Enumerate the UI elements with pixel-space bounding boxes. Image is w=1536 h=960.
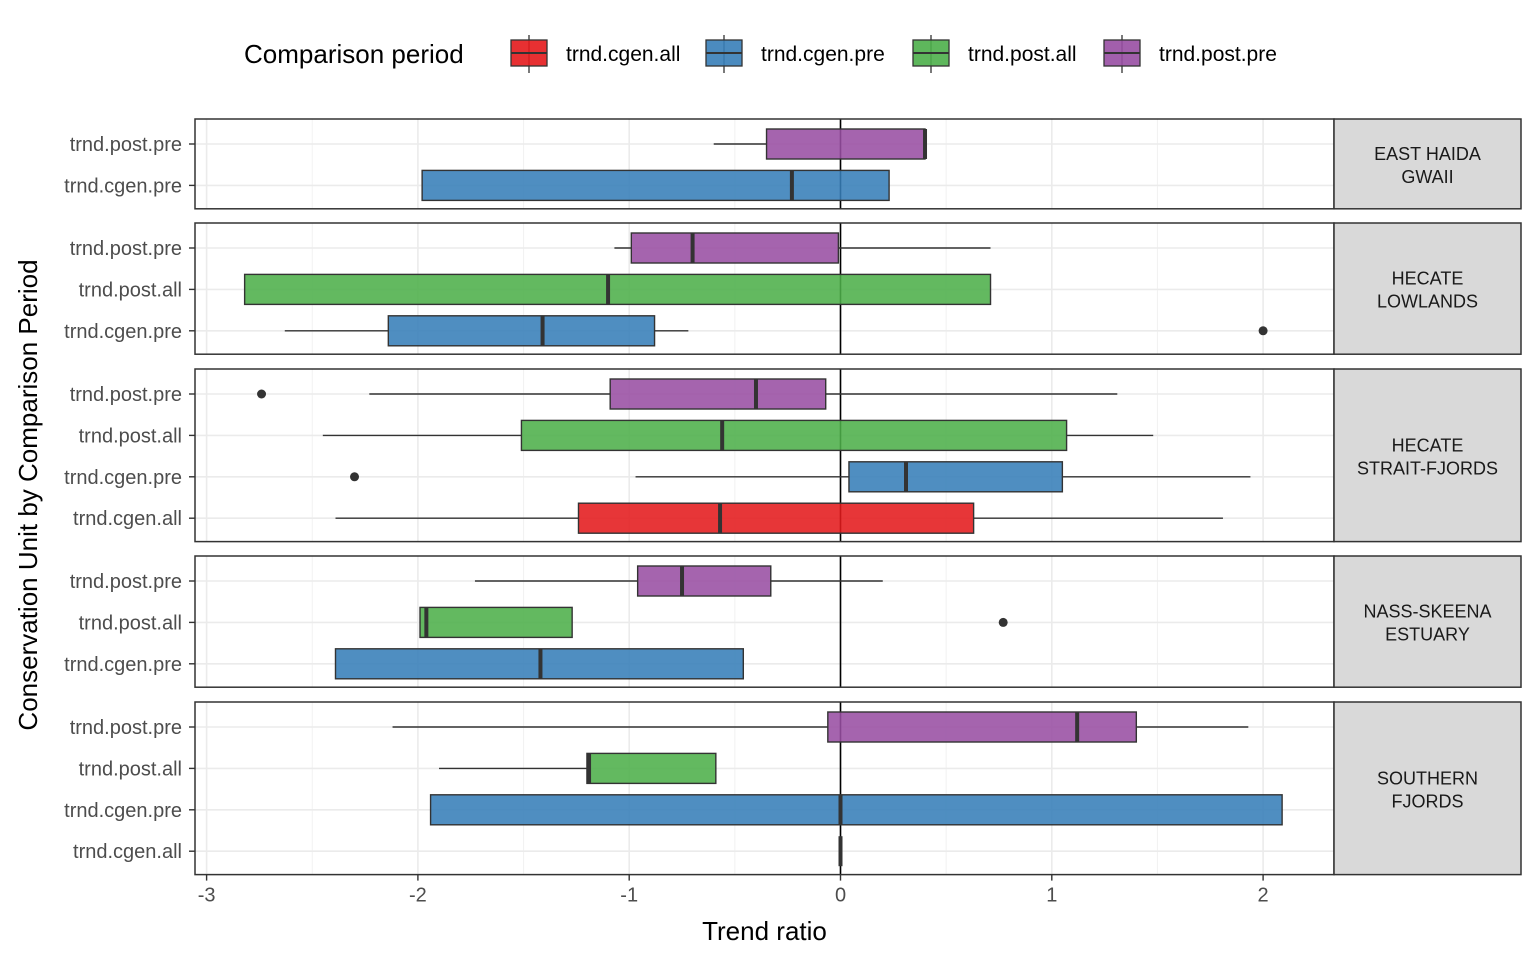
outlier-point bbox=[998, 617, 1008, 627]
y-tick-label: trnd.post.pre bbox=[70, 571, 182, 593]
strip-label-line2: ESTUARY bbox=[1385, 625, 1470, 645]
outlier-point bbox=[1258, 326, 1268, 336]
box-trnd-cgen-pre bbox=[334, 648, 745, 680]
box-iqr bbox=[630, 232, 840, 264]
strip-label-line2: STRAIT-FJORDS bbox=[1357, 458, 1498, 478]
panel-nass-skeena-estuary: trnd.post.pre trnd.post.all trnd.cgen.pre N… bbox=[64, 555, 1522, 688]
y-tick-label: trnd.cgen.pre bbox=[64, 800, 182, 822]
box-iqr bbox=[520, 419, 1068, 452]
y-tick-label: trnd.post.all bbox=[79, 612, 182, 634]
box-iqr bbox=[636, 565, 772, 597]
box-iqr bbox=[848, 461, 1064, 493]
strip-label-line2: FJORDS bbox=[1392, 791, 1464, 811]
strip-background bbox=[1333, 368, 1522, 543]
panel-background bbox=[195, 702, 1334, 875]
box-trnd-post-pre bbox=[614, 232, 991, 264]
strip-label-line1: SOUTHERN bbox=[1377, 768, 1478, 788]
box-trnd-post-all bbox=[419, 606, 1008, 639]
y-tick-label: trnd.post.all bbox=[79, 758, 182, 780]
box-trnd-post-pre bbox=[257, 378, 1118, 410]
legend-item-trnd-post-all: trnd.post.all bbox=[912, 35, 1077, 73]
strip-label-line1: NASS-SKEENA bbox=[1363, 602, 1491, 622]
legend-title: Comparison period bbox=[244, 39, 464, 69]
x-tick-label: 0 bbox=[835, 885, 846, 907]
x-tick-label: -2 bbox=[409, 885, 427, 907]
y-tick-label: trnd.cgen.pre bbox=[64, 175, 182, 197]
box-iqr bbox=[586, 752, 717, 785]
strip-label-line1: HECATE bbox=[1392, 435, 1464, 455]
panel-east-haida-gwaii: trnd.post.pre trnd.cgen.pre EAST HAIDA GWAI… bbox=[64, 118, 1522, 210]
outlier-point bbox=[350, 472, 360, 482]
box-iqr bbox=[419, 606, 573, 639]
panel-hecate-strait-fjords: trnd.post.pre trnd.post.all trnd.cgen.pre t… bbox=[64, 368, 1522, 543]
y-tick-label: trnd.post.all bbox=[79, 279, 182, 301]
box-iqr bbox=[765, 128, 926, 160]
legend-item-trnd-cgen-pre: trnd.cgen.pre bbox=[705, 35, 885, 73]
legend-item-trnd-post-pre: trnd.post.pre bbox=[1103, 35, 1277, 73]
panel-southern-fjords: trnd.post.pre trnd.post.all trnd.cgen.pre t… bbox=[64, 701, 1522, 876]
strip-background bbox=[1333, 118, 1522, 210]
box-trnd-cgen-all bbox=[335, 502, 1223, 534]
strip-label-line1: HECATE bbox=[1392, 269, 1464, 289]
panel-hecate-lowlands: trnd.post.pre trnd.post.all trnd.cgen.pre H… bbox=[64, 222, 1522, 355]
box-trnd-cgen-pre bbox=[284, 315, 1268, 347]
y-tick-label: trnd.post.pre bbox=[70, 384, 182, 406]
box-trnd-cgen-pre bbox=[421, 169, 890, 202]
box-iqr bbox=[421, 169, 890, 202]
box-trnd-cgen-pre bbox=[350, 461, 1251, 493]
box-trnd-post-all bbox=[243, 273, 992, 306]
box-iqr bbox=[827, 711, 1138, 743]
box-trnd-cgen-pre bbox=[429, 794, 1283, 826]
box-trnd-post-pre bbox=[392, 711, 1249, 743]
x-tick-label: 2 bbox=[1258, 885, 1269, 907]
strip-background bbox=[1333, 555, 1522, 688]
strip-label-line2: GWAII bbox=[1401, 167, 1453, 187]
legend-item-trnd-cgen-all: trnd.cgen.all bbox=[510, 35, 680, 73]
legend-label: trnd.cgen.pre bbox=[761, 43, 885, 66]
box-iqr bbox=[387, 315, 656, 347]
y-tick-label: trnd.post.pre bbox=[70, 717, 182, 739]
strip-background bbox=[1333, 701, 1522, 876]
y-tick-label: trnd.post.all bbox=[79, 425, 182, 447]
x-axis: -3 -2 -1 0 1 2 Trend ratio bbox=[198, 874, 1269, 946]
y-tick-label: trnd.cgen.pre bbox=[64, 467, 182, 489]
box-iqr bbox=[243, 273, 992, 306]
legend-label: trnd.post.pre bbox=[1159, 43, 1277, 66]
legend: Comparison period trnd.cgen.all trnd.cgen.… bbox=[244, 35, 1277, 73]
y-tick-label: trnd.post.pre bbox=[70, 238, 182, 260]
x-tick-label: -1 bbox=[620, 885, 638, 907]
legend-label: trnd.post.all bbox=[968, 43, 1077, 66]
legend-label: trnd.cgen.all bbox=[566, 43, 680, 66]
box-iqr bbox=[577, 502, 975, 534]
y-tick-label: trnd.cgen.all bbox=[73, 508, 182, 530]
box-trnd-post-all bbox=[439, 752, 717, 785]
box-trnd-post-all bbox=[322, 419, 1154, 452]
y-tick-label: trnd.cgen.pre bbox=[64, 654, 182, 676]
box-iqr bbox=[609, 378, 827, 410]
box-iqr bbox=[429, 794, 1283, 826]
y-tick-label: trnd.cgen.pre bbox=[64, 321, 182, 343]
strip-background bbox=[1333, 222, 1522, 355]
x-tick-label: -3 bbox=[198, 885, 216, 907]
x-axis-title: Trend ratio bbox=[702, 916, 827, 946]
y-tick-label: trnd.post.pre bbox=[70, 134, 182, 156]
outlier-point bbox=[257, 389, 267, 399]
x-tick-label: 1 bbox=[1046, 885, 1057, 907]
y-tick-label: trnd.cgen.all bbox=[73, 841, 182, 863]
box-trnd-post-pre bbox=[474, 565, 883, 597]
y-axis-title: Conservation Unit by Comparison Period bbox=[13, 259, 43, 730]
box-trnd-post-pre bbox=[713, 128, 928, 160]
strip-label-line1: EAST HAIDA bbox=[1374, 144, 1481, 164]
strip-label-line2: LOWLANDS bbox=[1377, 292, 1478, 312]
